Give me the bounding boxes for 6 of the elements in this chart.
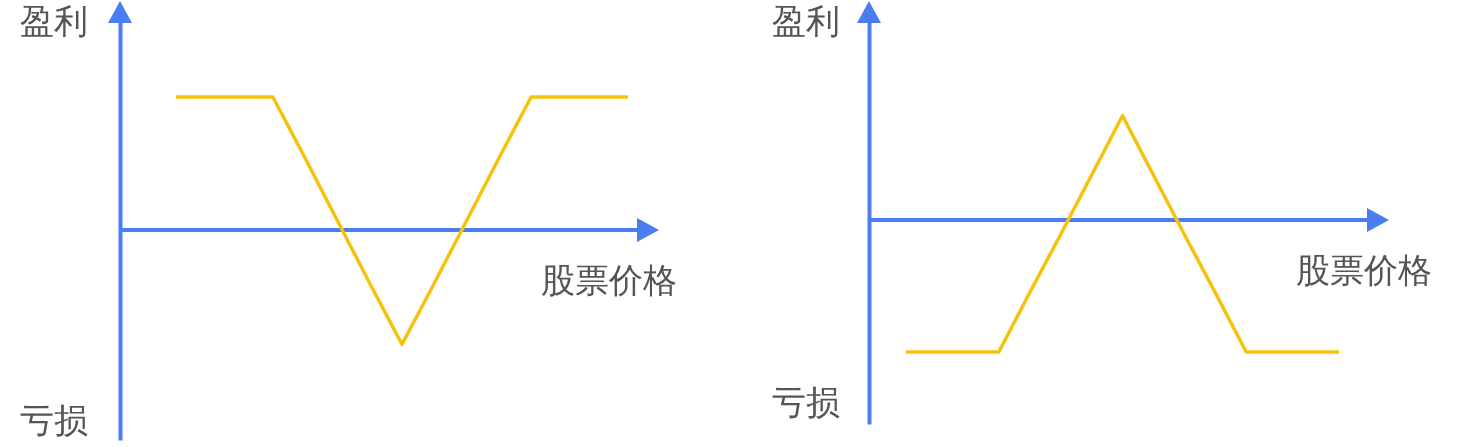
- text: 亏损: [772, 382, 840, 422]
- x-axis-title: 股票价格: [541, 260, 677, 300]
- text: 盈利: [20, 1, 88, 41]
- x-axis-title: 股票价格: [1296, 250, 1432, 290]
- text: 盈利: [772, 1, 840, 41]
- text: 亏损: [20, 400, 88, 440]
